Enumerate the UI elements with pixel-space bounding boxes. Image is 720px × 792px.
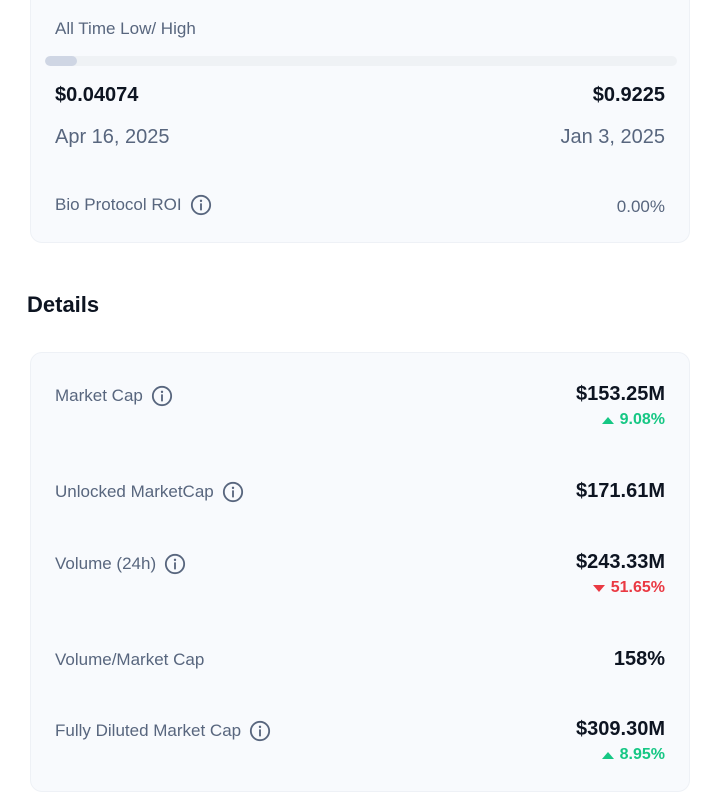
all-time-range-bar xyxy=(45,56,677,66)
unlocked-market-cap-label: Unlocked MarketCap xyxy=(55,482,214,501)
all-time-high-date: Jan 3, 2025 xyxy=(560,126,665,148)
all-time-low-price: $0.04074 xyxy=(55,84,139,106)
volume-24h-label: Volume (24h) xyxy=(55,554,157,573)
roi-value: 0.00% xyxy=(616,197,665,216)
volume-market-cap-value: 158% xyxy=(613,648,665,670)
fdv-change: 8.95% xyxy=(601,746,665,764)
triangle-down-icon xyxy=(592,584,605,592)
roi-label: Bio Protocol ROI xyxy=(55,195,182,214)
info-circle-icon[interactable] xyxy=(190,194,212,216)
volume-market-cap-label: Volume/Market Cap xyxy=(55,650,205,669)
info-circle-icon[interactable] xyxy=(222,481,244,503)
fdv-label: Fully Diluted Market Cap xyxy=(55,721,242,740)
all-time-high-price: $0.9225 xyxy=(592,84,665,106)
volume-24h-value: $243.33M xyxy=(576,551,665,573)
market-cap-value: $153.25M xyxy=(576,383,665,405)
all-time-low-high-label: All Time Low/ High xyxy=(55,19,196,38)
info-circle-icon[interactable] xyxy=(164,553,186,575)
volume-24h-change: 51.65% xyxy=(592,579,665,597)
price-range-card: All Time Low/ High $0.04074 $0.9225 Apr … xyxy=(30,0,690,243)
all-time-low-date: Apr 16, 2025 xyxy=(55,126,170,148)
volume-24h-change-value: 51.65% xyxy=(610,579,665,596)
unlocked-market-cap-value: $171.61M xyxy=(576,480,665,502)
info-circle-icon[interactable] xyxy=(249,720,271,742)
info-circle-icon[interactable] xyxy=(151,385,173,407)
market-cap-label: Market Cap xyxy=(55,386,143,405)
fdv-change-value: 8.95% xyxy=(619,746,665,763)
market-cap-change: 9.08% xyxy=(601,411,665,429)
details-card: Market Cap $153.25M 9.08% Unlocked Marke… xyxy=(30,352,690,792)
volume-24h-row: Volume (24h) xyxy=(55,553,186,575)
fdv-row: Fully Diluted Market Cap xyxy=(55,720,271,742)
roi-row: Bio Protocol ROI xyxy=(55,194,212,216)
fdv-value: $309.30M xyxy=(576,718,665,740)
market-cap-row: Market Cap xyxy=(55,385,173,407)
details-title: Details xyxy=(27,292,100,317)
all-time-range-fill xyxy=(45,56,77,66)
triangle-up-icon xyxy=(601,751,614,759)
triangle-up-icon xyxy=(601,416,614,424)
unlocked-market-cap-row: Unlocked MarketCap xyxy=(55,481,244,503)
market-cap-change-value: 9.08% xyxy=(619,411,665,428)
